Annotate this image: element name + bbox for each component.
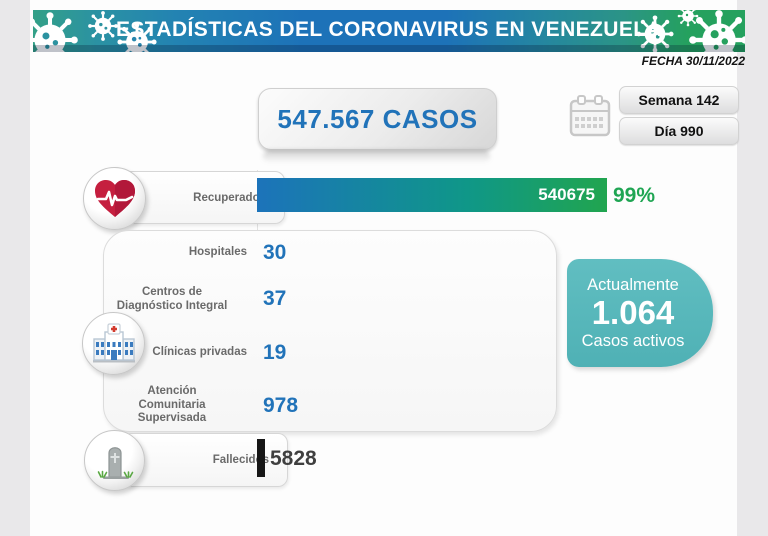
active-cases-value: 1.064	[591, 294, 675, 331]
deceased-value: 5828	[270, 447, 317, 470]
total-cases-box: 547.567 CASOS	[258, 88, 497, 150]
day-badge: Día 990	[619, 117, 739, 145]
page-title: ESTADÍSTICAS DEL CORONAVIRUS EN VENEZUEL…	[115, 18, 663, 41]
total-cases-value: 547.567 CASOS	[277, 103, 478, 134]
active-cases-heading: Actualmente	[587, 276, 679, 294]
facility-label-acs: Atención Comunitaria Supervisada	[137, 385, 207, 424]
deceased-bar	[257, 439, 265, 477]
facility-label-cdi: Centros de Diagnóstico Integral	[116, 286, 228, 312]
virus-decoration-icons	[33, 10, 745, 52]
facilities-panel	[103, 230, 557, 432]
active-cases-box: Actualmente 1.064 Casos activos	[567, 259, 713, 367]
heart-ecg-icon	[94, 179, 135, 217]
hospital-icon	[92, 322, 135, 362]
date-label: FECHA 30/11/2022	[641, 54, 745, 68]
facility-label-clinicas: Clínicas privadas	[152, 346, 247, 358]
facility-value-cdi: 37	[263, 287, 287, 310]
header-banner: ESTADÍSTICAS DEL CORONAVIRUS EN VENEZUEL…	[33, 10, 745, 52]
facility-value-hospitales: 30	[263, 241, 287, 264]
facility-value-acs: 978	[263, 394, 299, 417]
facility-label-hospitales: Hospitales	[188, 246, 247, 258]
facility-value-clinicas: 19	[263, 341, 287, 364]
deceased-icon-circle	[84, 430, 145, 491]
tombstone-icon	[97, 446, 133, 479]
recovered-percent: 99%	[613, 184, 656, 207]
total-cases-reflection	[263, 150, 490, 163]
calendar-icon	[569, 95, 611, 137]
recovered-bar: 540675	[257, 178, 607, 212]
hospital-icon-circle	[82, 312, 145, 375]
week-badge: Semana 142	[619, 86, 739, 114]
active-cases-caption: Casos activos	[581, 332, 685, 350]
recovered-heart-icon	[83, 167, 146, 230]
